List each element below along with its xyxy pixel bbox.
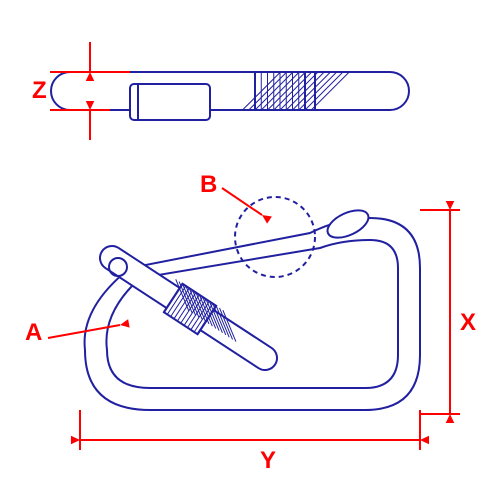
technical-drawing: Z B A X Y <box>0 0 500 500</box>
label-Y: Y <box>260 447 276 474</box>
label-A: A <box>25 319 42 346</box>
label-Z: Z <box>32 77 47 104</box>
label-X: X <box>460 309 476 336</box>
label-B: B <box>200 171 217 198</box>
